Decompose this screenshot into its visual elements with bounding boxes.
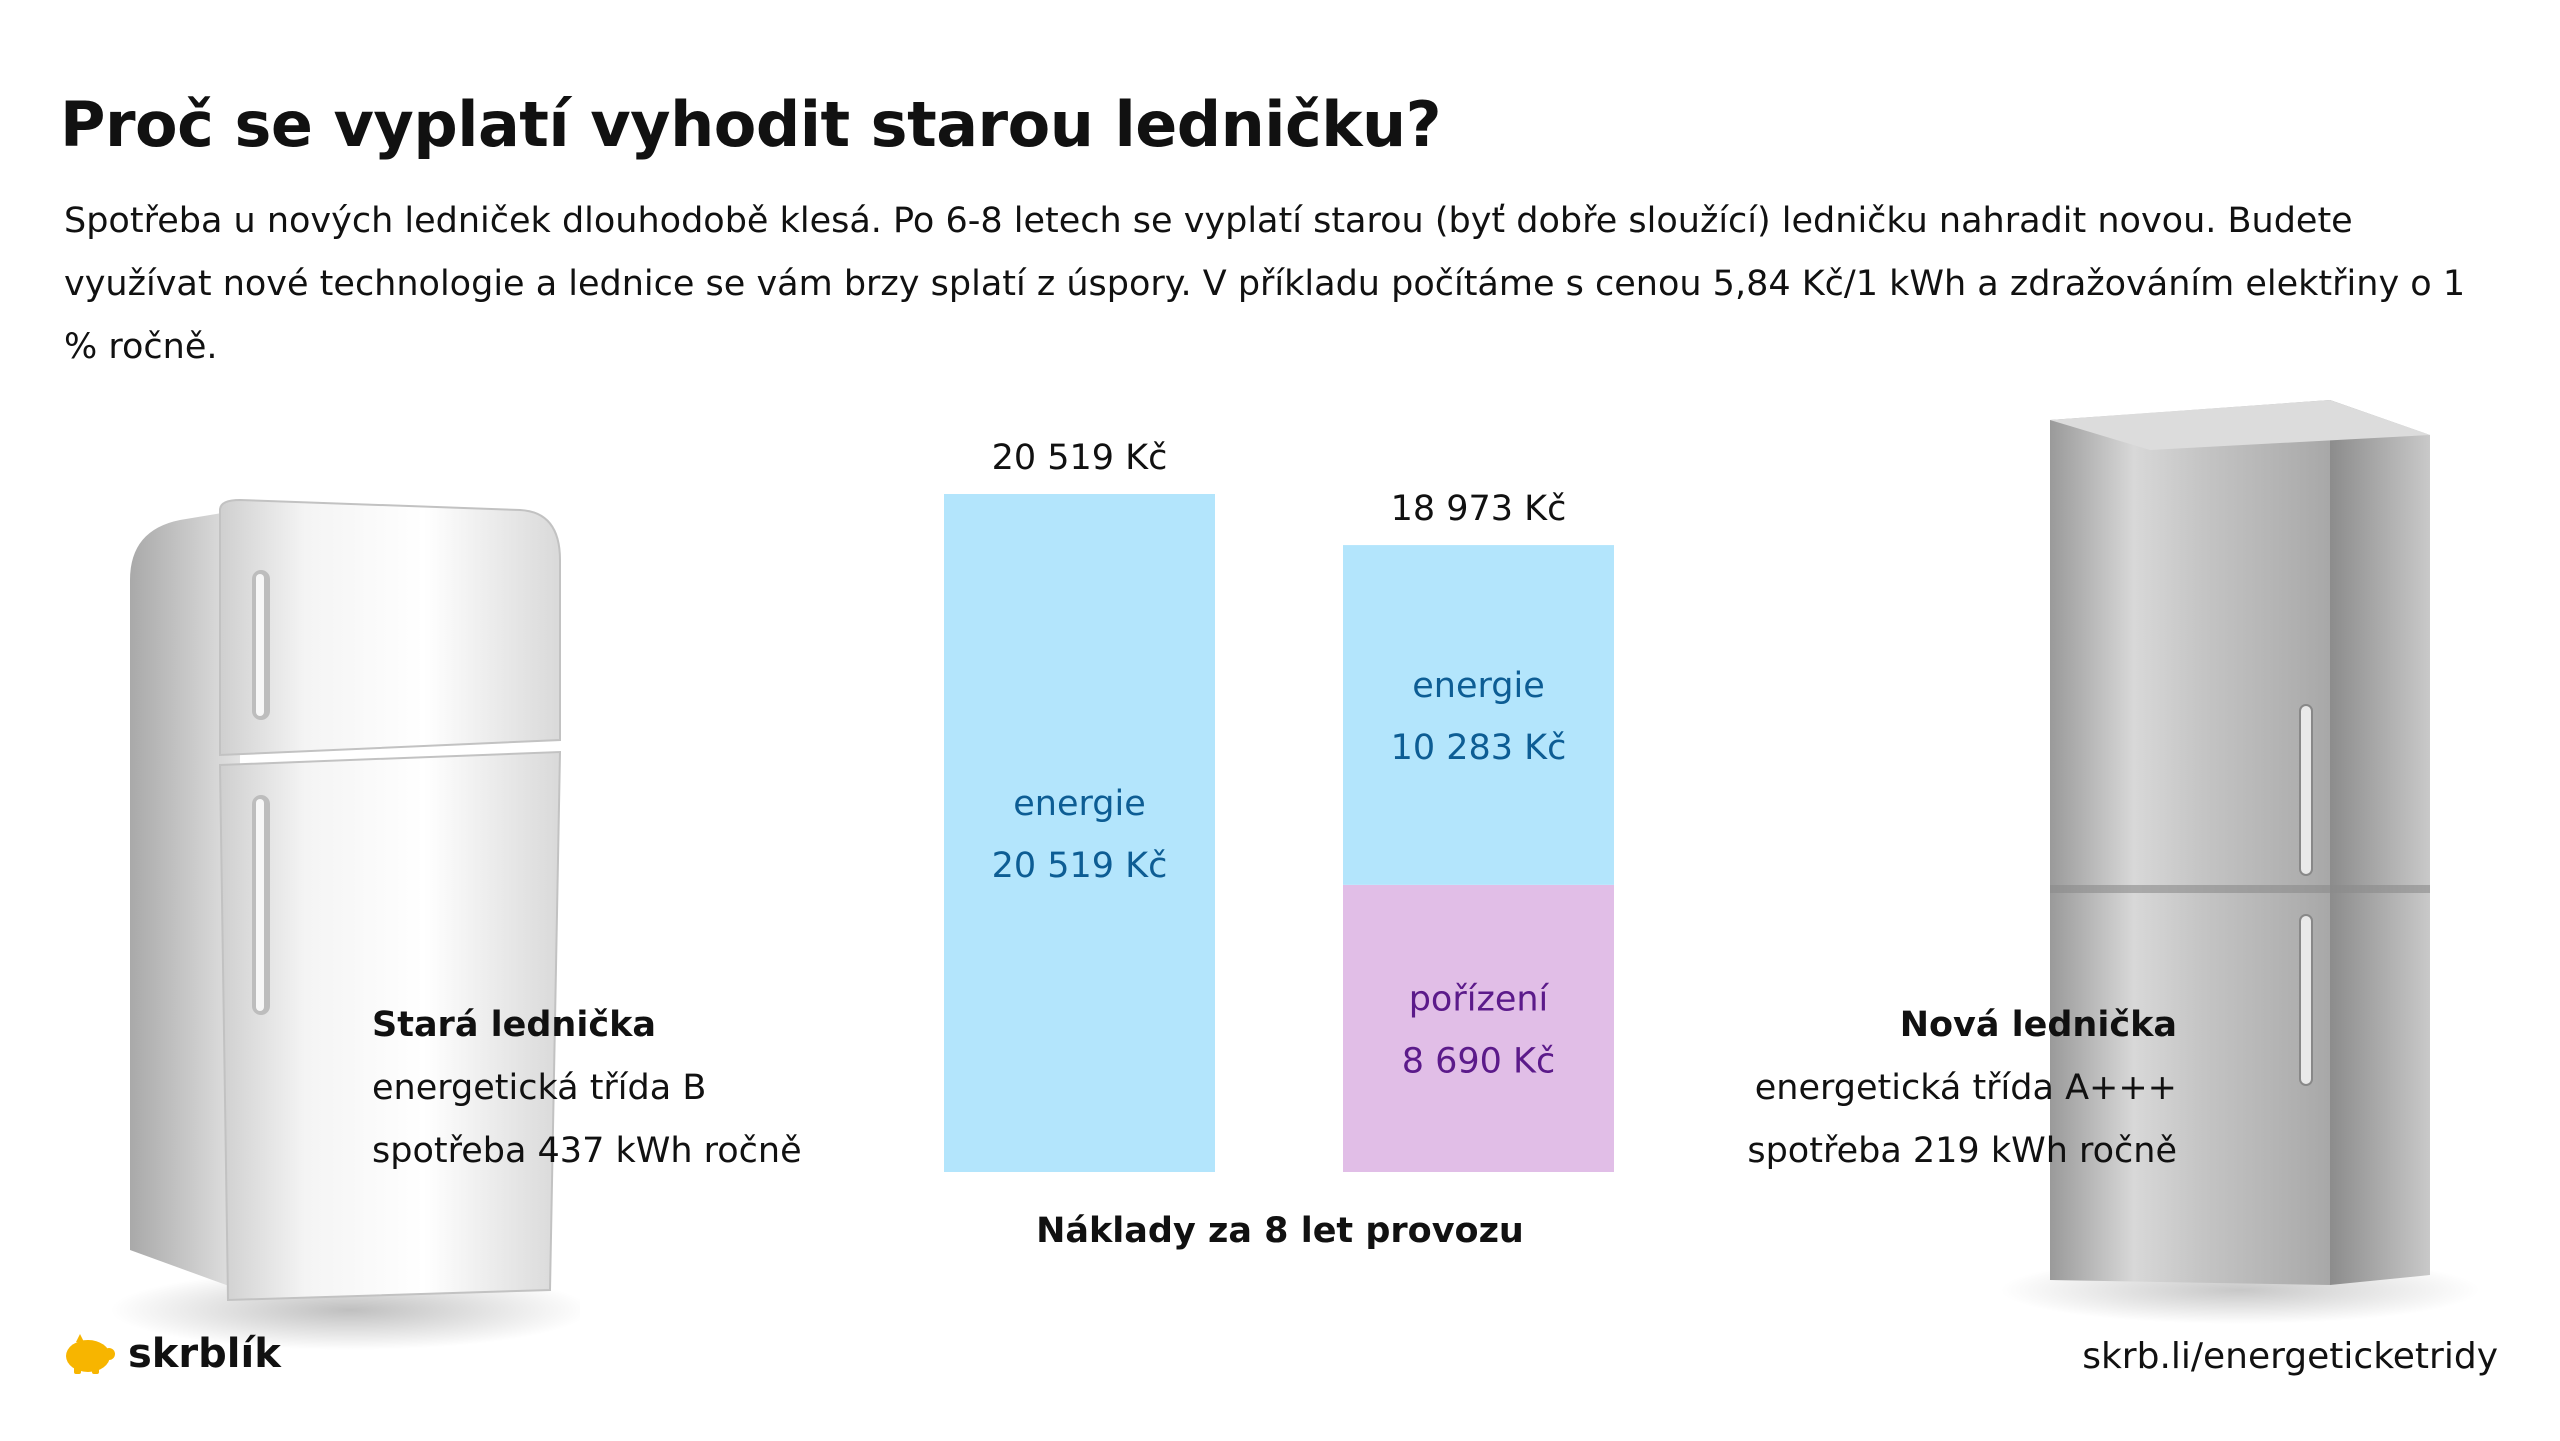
old-fridge-name: Stará lednička bbox=[372, 1005, 656, 1045]
bar-total-label: 20 519 Kč bbox=[992, 438, 1168, 478]
bar-series-label: energie bbox=[1013, 784, 1146, 824]
brand-name: skrblík bbox=[128, 1331, 281, 1377]
new-fridge-class: energetická třída A+++ bbox=[1754, 1068, 2177, 1108]
new-fridge-name: Nová lednička bbox=[1899, 1005, 2177, 1045]
retro-fridge-icon bbox=[110, 498, 580, 1350]
brand-logo[interactable]: skrblík bbox=[62, 1331, 281, 1377]
bar-total-label: 18 973 Kč bbox=[1391, 489, 1567, 529]
bar-series-label: pořízení bbox=[1409, 979, 1550, 1019]
piggy-bank-icon bbox=[66, 1334, 115, 1374]
new-fridge-info: Nová lednička energetická třída A+++ spo… bbox=[1747, 994, 2177, 1183]
bar-new-porizeni bbox=[1343, 884, 1614, 1172]
bar-series-label: energie bbox=[1412, 666, 1545, 706]
source-link[interactable]: skrb.li/energeticketridy bbox=[2082, 1336, 2498, 1377]
page-subtitle: Spotřeba u nových ledniček dlouhodobě kl… bbox=[64, 201, 2466, 367]
bar-old-energie bbox=[944, 494, 1215, 1172]
old-fridge-info: Stará lednička energetická třída B spotř… bbox=[372, 994, 802, 1183]
bar-value-label: 8 690 Kč bbox=[1402, 1041, 1556, 1081]
bar-value-label: 20 519 Kč bbox=[992, 846, 1168, 886]
new-fridge-consumption: spotřeba 219 kWh ročně bbox=[1747, 1131, 2177, 1171]
old-fridge-class: energetická třída B bbox=[372, 1068, 707, 1108]
old-fridge-consumption: spotřeba 437 kWh ročně bbox=[372, 1131, 802, 1171]
steel-fridge-icon bbox=[2000, 400, 2480, 1324]
bar-value-label: 10 283 Kč bbox=[1391, 728, 1567, 768]
bar-new-energie bbox=[1343, 545, 1614, 885]
chart-xlabel: Náklady za 8 let provozu bbox=[1036, 1211, 1524, 1251]
page-title: Proč se vyplatí vyhodit starou ledničku? bbox=[60, 88, 1442, 161]
